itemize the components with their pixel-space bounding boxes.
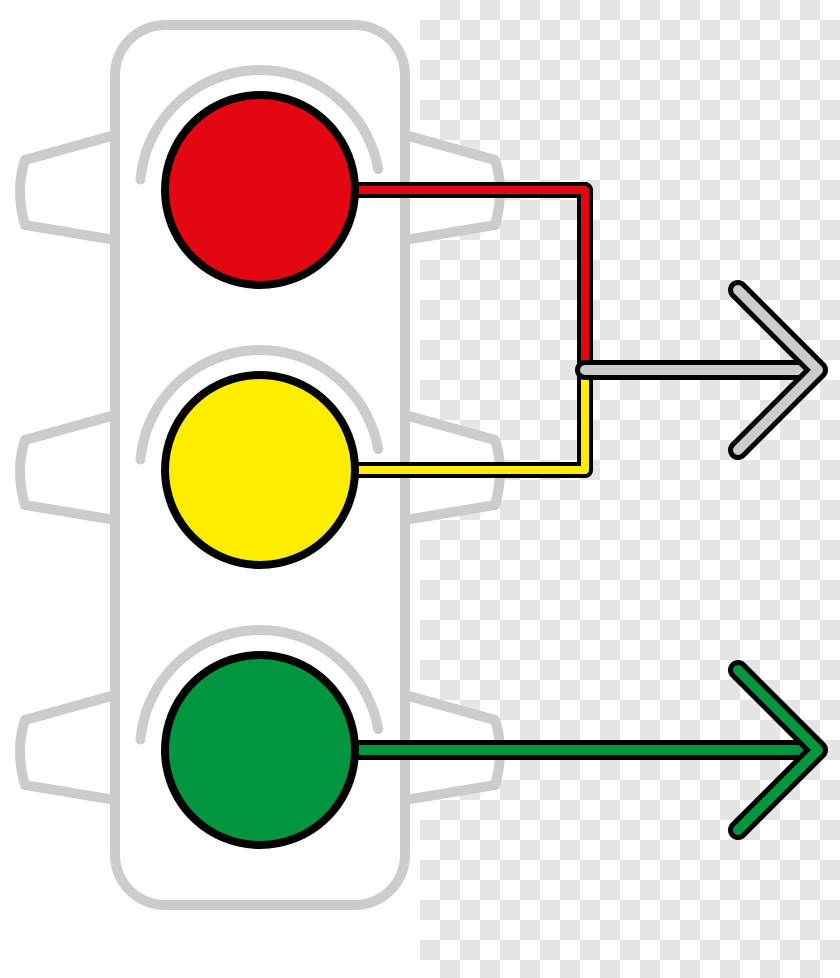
- light-yellow: [165, 375, 355, 565]
- light-red: [165, 95, 355, 285]
- traffic-light-diagram: [0, 0, 840, 978]
- light-green: [165, 655, 355, 845]
